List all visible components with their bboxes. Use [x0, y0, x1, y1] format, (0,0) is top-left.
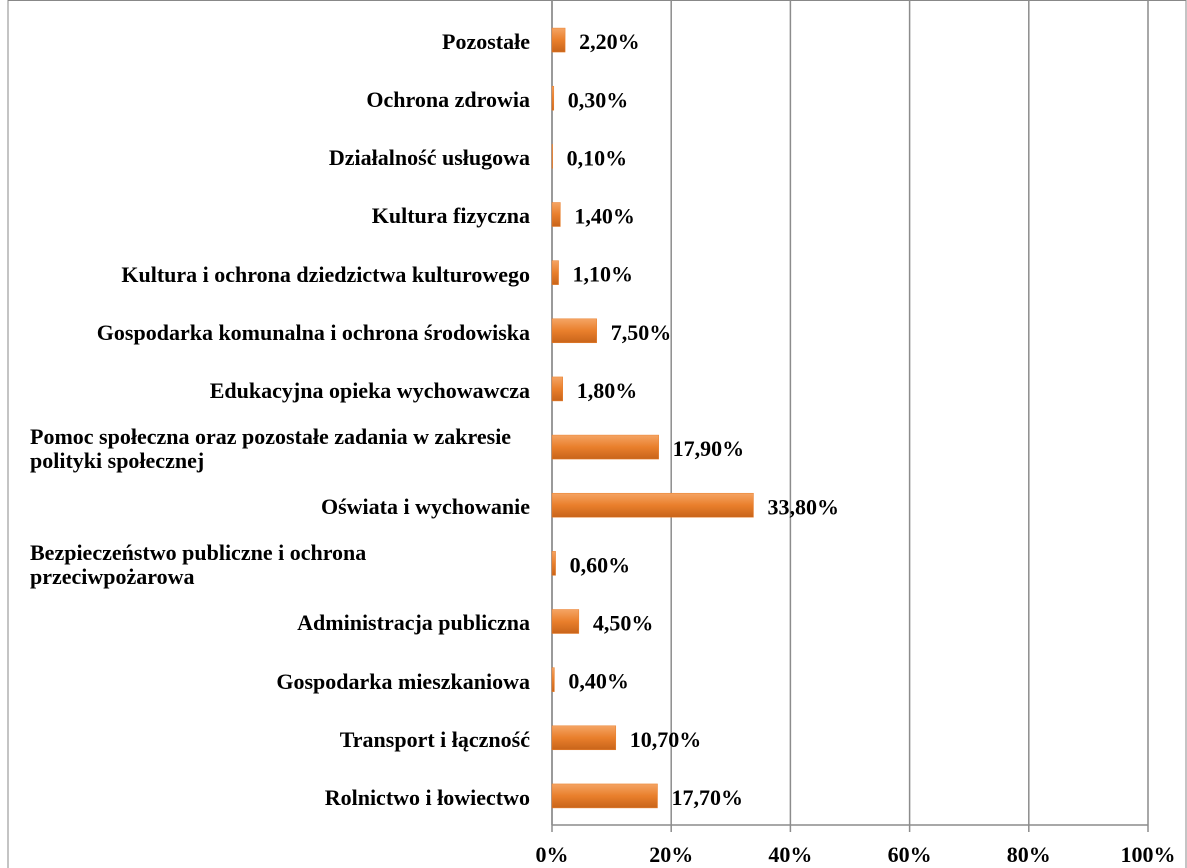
- y-tick-label: Gospodarka komunalna i ochrona środowisk…: [30, 304, 530, 362]
- bar: [551, 434, 659, 460]
- y-tick-label: Transport i łączność: [30, 711, 530, 769]
- x-tick-label: 20%: [649, 842, 693, 867]
- y-tick-label: Rolnictwo i łowiectwo: [30, 769, 530, 827]
- y-tick-label: Oświata i wychowanie: [30, 478, 530, 536]
- y-tick-label: Edukacyjna opieka wychowawcza: [30, 362, 530, 420]
- bar: [551, 667, 555, 692]
- bar: [551, 609, 580, 634]
- bar: [551, 85, 555, 111]
- data-label: 17,70%: [671, 785, 743, 810]
- y-tick-label: Bezpieczeństwo publiczne i ochrona przec…: [30, 536, 530, 594]
- data-label: 1,80%: [577, 378, 638, 403]
- category-text: Gospodarka mieszkaniowa: [276, 668, 530, 694]
- bar: [551, 260, 559, 285]
- data-label: 17,90%: [673, 436, 745, 461]
- y-tick-label: Administracja publiczna: [30, 594, 530, 652]
- x-tick-label: 80%: [1007, 842, 1051, 867]
- category-text: Pozostałe: [442, 29, 530, 55]
- bar: [551, 551, 556, 576]
- data-label: 2,20%: [579, 29, 640, 54]
- y-tick-label: Pomoc społeczna oraz pozostałe zadania w…: [30, 420, 530, 478]
- category-text: Kultura i ochrona dziedzictwa kulturoweg…: [121, 261, 530, 287]
- x-tick-label: 0%: [536, 842, 569, 867]
- data-label: 0,30%: [568, 87, 629, 112]
- data-label: 0,40%: [568, 669, 629, 694]
- y-tick-label: Kultura i ochrona dziedzictwa kulturoweg…: [30, 246, 530, 304]
- data-label: 4,50%: [593, 611, 654, 636]
- data-label: 1,40%: [574, 204, 635, 229]
- data-label: 7,50%: [611, 320, 672, 345]
- category-text: Działalność usługowa: [328, 145, 530, 171]
- category-text: Bezpieczeństwo publiczne i ochrona przec…: [30, 540, 367, 590]
- chart-border: [7, 0, 1187, 868]
- bar: [551, 27, 566, 53]
- category-text: Gospodarka komunalna i ochrona środowisk…: [96, 319, 530, 345]
- bar: [551, 202, 561, 227]
- data-label: 0,60%: [570, 552, 631, 577]
- bar: [551, 725, 617, 751]
- category-text: Administracja publiczna: [297, 610, 530, 636]
- bar: [551, 376, 563, 402]
- category-text: Transport i łączność: [339, 726, 530, 752]
- y-tick-label: Ochrona zdrowia: [30, 71, 530, 129]
- x-tick-label: 100%: [1121, 842, 1176, 867]
- data-label: 1,10%: [573, 262, 634, 287]
- category-text: Edukacyjna opieka wychowawcza: [209, 377, 530, 403]
- y-tick-label: Działalność usługowa: [30, 129, 530, 187]
- x-tick-label: 40%: [768, 842, 812, 867]
- bar: [551, 492, 754, 518]
- category-text: Oświata i wychowanie: [321, 494, 530, 520]
- data-label: 10,70%: [630, 727, 702, 752]
- bar: [551, 783, 658, 809]
- category-text: Pomoc społeczna oraz pozostałe zadania w…: [30, 424, 512, 474]
- category-text: Rolnictwo i łowiectwo: [324, 784, 530, 810]
- data-label: 0,10%: [567, 145, 628, 170]
- data-label: 33,80%: [767, 494, 839, 519]
- y-tick-label: Gospodarka mieszkaniowa: [30, 653, 530, 711]
- y-tick-label: Kultura fizyczna: [30, 187, 530, 245]
- bar: [551, 144, 553, 169]
- bar: [551, 318, 597, 344]
- x-tick-label: 60%: [888, 842, 932, 867]
- category-text: Ochrona zdrowia: [366, 87, 530, 113]
- y-tick-label: Pozostałe: [30, 13, 530, 71]
- category-text: Kultura fizyczna: [371, 203, 530, 229]
